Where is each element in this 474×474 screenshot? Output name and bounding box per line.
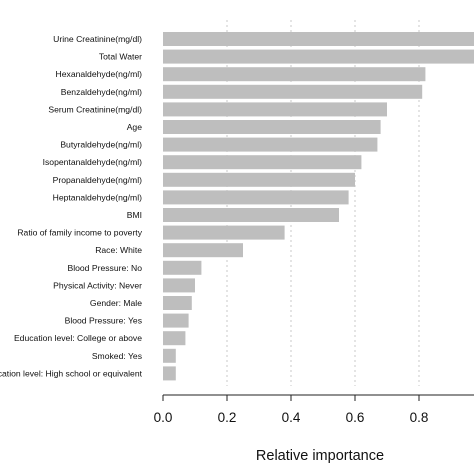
x-tick-label-2: 0.4 [282, 410, 301, 425]
category-label-10: BMI [127, 210, 142, 220]
bar-9 [163, 190, 349, 205]
category-label-19: Education level: High school or equivale… [0, 368, 143, 378]
bar-18 [163, 348, 176, 363]
category-label-2: Hexanaldehyde(ng/ml) [56, 69, 143, 79]
category-label-9: Heptanaldehyde(ng/ml) [53, 192, 142, 202]
category-label-7: Isopentanaldehyde(ng/ml) [43, 157, 143, 167]
category-label-12: Race: White [95, 245, 142, 255]
x-tick-label-4: 0.8 [410, 410, 429, 425]
category-label-14: Physical Activity: Never [53, 280, 142, 290]
x-tick-label-1: 0.2 [218, 410, 237, 425]
bar-13 [163, 260, 202, 275]
bar-8 [163, 172, 355, 187]
category-label-11: Ratio of family income to poverty [17, 228, 142, 238]
category-label-6: Butyraldehyde(ng/ml) [60, 140, 142, 150]
bar-6 [163, 137, 378, 152]
category-label-18: Smoked: Yes [92, 351, 142, 361]
bar-17 [163, 331, 186, 346]
bar-19 [163, 366, 176, 381]
bar-4 [163, 102, 387, 117]
bar-14 [163, 278, 195, 293]
bars [163, 32, 474, 381]
category-label-13: Blood Pressure: No [67, 263, 142, 273]
bar-3 [163, 84, 423, 99]
x-tick-label-3: 0.6 [346, 410, 365, 425]
category-label-8: Propanaldehyde(ng/ml) [53, 175, 142, 185]
bar-12 [163, 243, 243, 258]
category-label-15: Gender: Male [90, 298, 142, 308]
bar-1 [163, 49, 474, 64]
x-axis: 0.00.20.40.60.81.0 [154, 394, 474, 425]
category-labels: Urine Creatinine(mg/dl) Total Water Hexana… [0, 34, 143, 378]
category-label-3: Benzaldehyde(ng/ml) [61, 87, 142, 97]
x-axis-title: Relative importance [256, 448, 384, 464]
bar-16 [163, 313, 189, 328]
bar-11 [163, 225, 285, 240]
bar-10 [163, 208, 339, 222]
category-label-1: Total Water [99, 52, 142, 62]
bar-7 [163, 155, 362, 170]
category-label-4: Serum Creatinine(mg/dl) [48, 104, 142, 114]
bar-0 [163, 32, 474, 46]
category-label-0: Urine Creatinine(mg/dl) [53, 34, 142, 44]
bar-2 [163, 67, 426, 82]
bar-5 [163, 120, 381, 134]
category-label-17: Education level: College or above [14, 333, 142, 343]
bar-15 [163, 296, 192, 310]
category-label-5: Age [127, 122, 143, 132]
x-tick-label-0: 0.0 [154, 410, 173, 425]
category-label-16: Blood Pressure: Yes [65, 316, 142, 326]
